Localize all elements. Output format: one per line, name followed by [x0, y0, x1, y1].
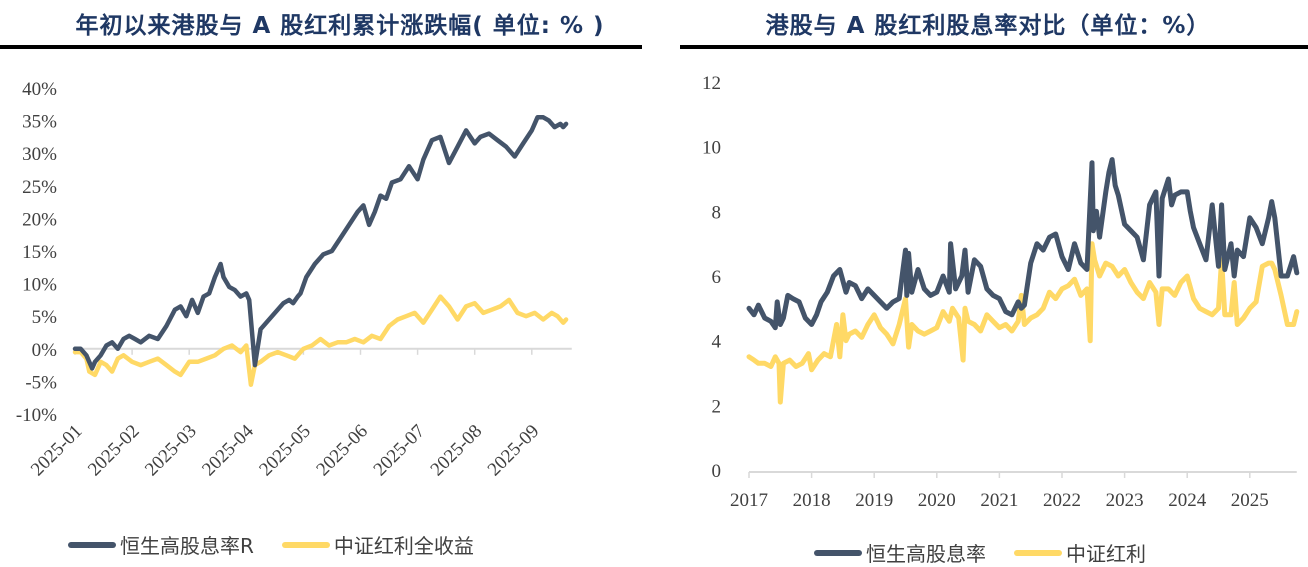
x-tick-label: 2025: [1231, 490, 1269, 511]
series-line-1: [746, 157, 1300, 331]
x-tick-label: 2025-04: [198, 420, 258, 480]
legend-item-series2: 中证红利: [1014, 538, 1146, 567]
x-tick-label: 2025-08: [427, 421, 487, 481]
left-chart-legend: 恒生高股息率R 中证红利全收益: [68, 530, 502, 559]
y-tick-label: 5%: [32, 307, 58, 328]
x-tick-label: 2018: [793, 490, 831, 511]
left-title-rule: [0, 45, 642, 49]
y-tick-label: 2: [712, 396, 722, 417]
y-tick-label: 30%: [22, 144, 57, 165]
legend-swatch-series2: [1014, 549, 1062, 556]
x-tick-label: 2025-06: [312, 421, 372, 481]
left-chart-title: 年初以来港股与 A 股红利累计涨跌幅( 单位: % ): [75, 13, 605, 39]
x-tick-label: 2025-09: [484, 421, 544, 481]
right-title-rule: [680, 45, 1308, 49]
series-line-1: [72, 115, 569, 371]
y-tick-label: 15%: [22, 242, 57, 263]
legend-item-series2: 中证红利全收益: [281, 530, 474, 559]
right-chart-panel: 港股与 A 股红利股息率对比（单位：%） 0 2 4 6 8 10 12 2017 2018 20…: [668, 0, 1308, 566]
x-tick-label: 2025-01: [27, 421, 87, 481]
legend-label-series1: 恒生高股息率R: [120, 534, 254, 558]
x-tick-label: 2025-03: [141, 421, 201, 481]
left-chart-panel: 年初以来港股与 A 股红利累计涨跌幅( 单位: % ) -10% -5% 0% 5% 1…: [0, 0, 642, 566]
legend-label-series1: 恒生高股息率: [866, 542, 986, 566]
y-tick-label: 35%: [22, 112, 57, 133]
y-tick-label: 10: [702, 138, 721, 159]
y-tick-label: -5%: [25, 372, 57, 393]
x-tick-label: 2020: [918, 490, 956, 511]
x-tick-label: 2017: [730, 490, 768, 511]
right-chart-title: 港股与 A 股红利股息率对比（单位：%）: [765, 13, 1211, 39]
right-chart-legend: 恒生高股息率 中证红利: [814, 538, 1174, 567]
y-tick-label: 20%: [22, 209, 57, 230]
y-tick-label: 0: [712, 461, 722, 482]
x-tick-label: 2023: [1106, 490, 1144, 511]
y-tick-label: 8: [712, 202, 722, 223]
x-tick-label: 2019: [855, 490, 893, 511]
legend-swatch-series1: [68, 541, 116, 548]
x-tick-label: 2022: [1043, 490, 1081, 511]
left-chart-plot: -10%-5%0%5%10%15%20%25%30%35%40%2025-012…: [16, 79, 572, 481]
y-tick-label: 25%: [22, 177, 57, 198]
legend-swatch-series1: [814, 549, 862, 556]
y-tick-label: -10%: [16, 405, 57, 426]
series-line-2: [746, 241, 1300, 405]
right-chart-plot: 0 2 4 6 8 10 12 2017 2018 2019 2020 2021 2022 2023 202…: [702, 73, 1300, 511]
series-line-2: [72, 294, 569, 387]
legend-item-series1: 恒生高股息率: [814, 538, 986, 567]
legend-item-series1: 恒生高股息率R: [68, 530, 254, 559]
legend-label-series2: 中证红利: [1066, 542, 1146, 566]
x-tick-label: 2025-05: [255, 421, 315, 481]
x-tick-label: 2024: [1168, 490, 1207, 511]
x-tick-label: 2025-02: [84, 421, 144, 481]
y-tick-label: 4: [712, 332, 722, 353]
x-tick-label: 2021: [980, 490, 1018, 511]
legend-swatch-series2: [281, 541, 330, 548]
x-tick-label: 2025-07: [370, 421, 430, 481]
y-tick-label: 0%: [32, 340, 58, 361]
legend-label-series2: 中证红利全收益: [333, 534, 474, 558]
y-tick-label: 40%: [22, 79, 57, 100]
y-tick-label: 10%: [22, 275, 57, 296]
y-tick-label: 12: [702, 73, 721, 94]
y-tick-label: 6: [712, 267, 722, 288]
